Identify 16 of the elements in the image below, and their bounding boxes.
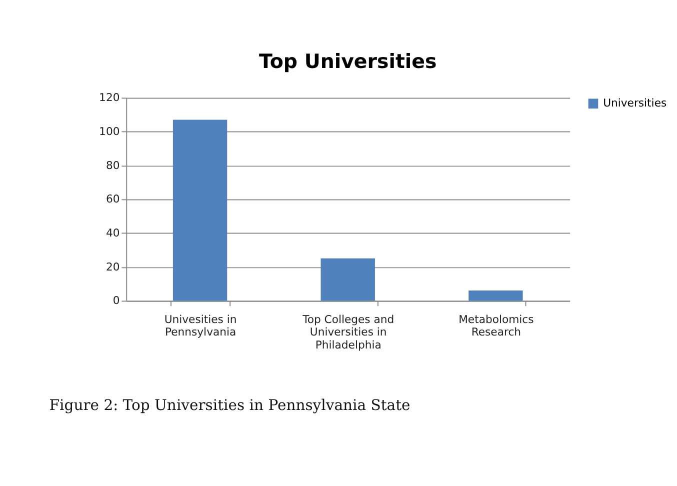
y-tick-label: 80 [106,158,120,172]
x-tick-label: Metabolomics Research [458,312,534,339]
y-tick-label: 0 [112,294,120,308]
bar [468,290,523,301]
y-tick-label: 120 [99,91,120,104]
y-tick-label: 100 [99,124,120,138]
y-tick-label: 40 [106,226,120,240]
legend-label: Universities [603,96,667,110]
caption: Figure 2: Top Universities in Pennsylvania State [49,397,410,414]
bar [172,120,228,301]
y-tick-label: 20 [106,260,120,274]
y-tick-label: 60 [106,192,120,206]
x-tick-label: Univesities in Pennsylvania [164,312,237,339]
chart-title: Top Universities [259,50,437,74]
x-tick-label: Top Colleges and Universities in Philadelphia [302,312,394,352]
bar [320,258,375,301]
